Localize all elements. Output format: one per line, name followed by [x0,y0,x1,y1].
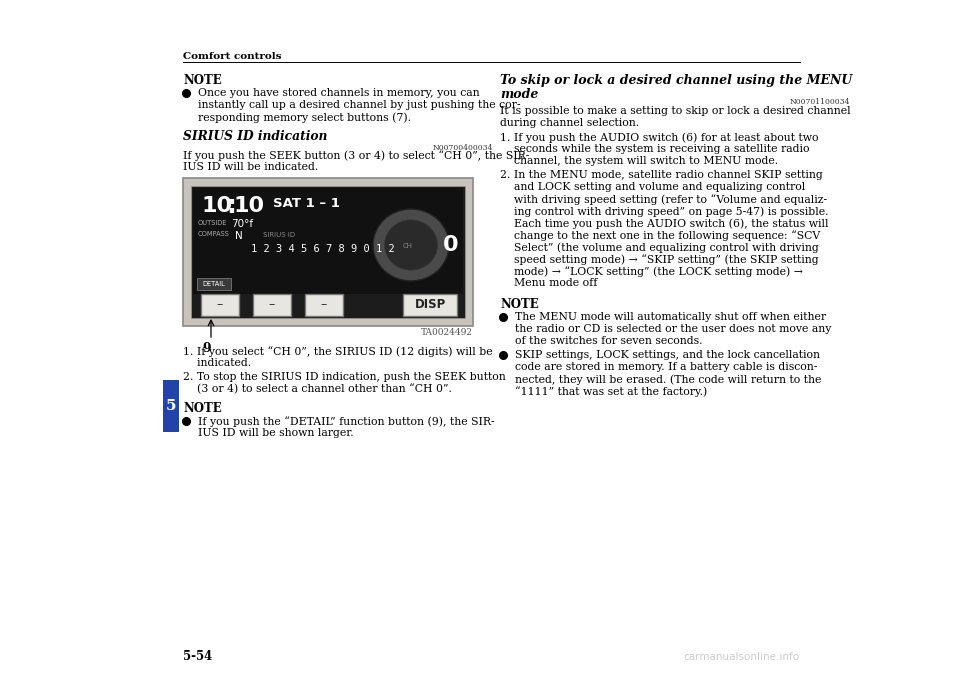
Text: 1. If you push the AUDIO switch (6) for at least about two: 1. If you push the AUDIO switch (6) for … [500,132,819,142]
Text: :: : [226,194,236,218]
Text: ing control with driving speed” on page 5-47) is possible.: ing control with driving speed” on page … [500,206,828,216]
Text: OUTSIDE: OUTSIDE [198,220,228,226]
Ellipse shape [373,209,449,281]
Text: Each time you push the AUDIO switch (6), the status will: Each time you push the AUDIO switch (6),… [500,218,828,228]
Bar [193,188,463,294]
Text: SIRIUS ID indication: SIRIUS ID indication [183,130,327,143]
Text: NOTE: NOTE [183,402,222,415]
Text: COMPASS: COMPASS [198,231,229,237]
Text: 9: 9 [203,342,211,355]
Text: N00700400034: N00700400034 [433,144,493,152]
Text: of the switches for seven seconds.: of the switches for seven seconds. [515,336,703,346]
Text: carmanualsonline.info: carmanualsonline.info [684,652,800,662]
Text: change to the next one in the following sequence: “SCV: change to the next one in the following … [500,230,820,241]
Text: Select” (the volume and equalizing control with driving: Select” (the volume and equalizing contr… [500,242,819,253]
Text: mode: mode [500,88,539,101]
Text: indicated.: indicated. [183,358,252,368]
Text: instantly call up a desired channel by just pushing the cor-: instantly call up a desired channel by j… [198,100,520,110]
Bar [191,186,465,318]
Text: DETAIL: DETAIL [203,281,226,287]
Text: speed setting mode) → “SKIP setting” (the SKIP setting: speed setting mode) → “SKIP setting” (th… [500,254,819,265]
Text: If you push the SEEK button (3 or 4) to select “CH 0”, the SIR-: If you push the SEEK button (3 or 4) to … [183,150,529,161]
Text: and LOCK setting and volume and equalizing control: and LOCK setting and volume and equalizi… [500,182,805,192]
Text: 1 2 3 4 5 6 7 8 9 0 1 2: 1 2 3 4 5 6 7 8 9 0 1 2 [251,244,395,254]
Text: 1. If you select “CH 0”, the SIRIUS ID (12 digits) will be: 1. If you select “CH 0”, the SIRIUS ID (… [183,346,492,357]
Text: –: – [321,298,327,311]
Text: 2. To stop the SIRIUS ID indication, push the SEEK button: 2. To stop the SIRIUS ID indication, pus… [183,372,506,382]
Bar [197,278,231,290]
Text: 2. In the MENU mode, satellite radio channel SKIP setting: 2. In the MENU mode, satellite radio cha… [500,170,823,180]
Text: 10: 10 [201,196,232,216]
Text: nected, they will be erased. (The code will return to the: nected, they will be erased. (The code w… [515,374,822,384]
Text: responding memory select buttons (7).: responding memory select buttons (7). [198,112,411,123]
Text: 10: 10 [233,196,264,216]
Bar [201,294,239,316]
Text: SKIP settings, LOCK settings, and the lock cancellation: SKIP settings, LOCK settings, and the lo… [515,350,820,360]
Text: Menu mode off: Menu mode off [500,278,597,288]
Text: NOTE: NOTE [183,74,222,87]
Text: 5: 5 [166,399,177,413]
Text: the radio or CD is selected or the user does not move any: the radio or CD is selected or the user … [515,324,831,334]
Text: code are stored in memory. If a battery cable is discon-: code are stored in memory. If a battery … [515,362,817,372]
Text: If you push the “DETAIL” function button (9), the SIR-: If you push the “DETAIL” function button… [198,416,494,426]
Text: The MENU mode will automatically shut off when either: The MENU mode will automatically shut of… [515,312,827,322]
Bar [305,294,343,316]
Text: (3 or 4) to select a channel other than “CH 0”.: (3 or 4) to select a channel other than … [183,384,452,395]
Text: seconds while the system is receiving a satellite radio: seconds while the system is receiving a … [500,144,809,154]
Text: 0: 0 [444,235,459,255]
Text: –: – [269,298,276,311]
Bar [183,178,473,326]
Text: DISP: DISP [415,298,445,311]
Text: channel, the system will switch to MENU mode.: channel, the system will switch to MENU … [500,156,779,166]
Text: Comfort controls: Comfort controls [183,52,281,61]
Text: IUS ID will be shown larger.: IUS ID will be shown larger. [198,428,353,438]
Text: during channel selection.: during channel selection. [500,118,639,128]
Bar [403,294,457,316]
Text: 5-54: 5-54 [183,650,212,663]
Text: To skip or lock a desired channel using the MENU: To skip or lock a desired channel using … [500,74,852,87]
Bar [163,380,179,432]
Bar [253,294,291,316]
Text: N: N [235,231,243,241]
Text: –: – [217,298,223,311]
Text: IUS ID will be indicated.: IUS ID will be indicated. [183,162,319,172]
Text: mode) → “LOCK setting” (the LOCK setting mode) →: mode) → “LOCK setting” (the LOCK setting… [500,266,803,277]
Text: N00701100034: N00701100034 [790,98,851,106]
Text: Once you have stored channels in memory, you can: Once you have stored channels in memory,… [198,88,480,98]
Text: NOTE: NOTE [500,298,539,311]
Text: CH: CH [403,243,413,249]
Text: It is possible to make a setting to skip or lock a desired channel: It is possible to make a setting to skip… [500,106,851,116]
Text: SIRIUS ID: SIRIUS ID [263,232,295,238]
Text: “1111” that was set at the factory.): “1111” that was set at the factory.) [515,386,708,397]
Text: 70°f: 70°f [231,219,253,229]
Text: TA0024492: TA0024492 [421,328,473,337]
Text: SAT 1 – 1: SAT 1 – 1 [273,197,340,210]
Text: with driving speed setting (refer to “Volume and equaliz-: with driving speed setting (refer to “Vo… [500,194,828,205]
Ellipse shape [384,220,438,271]
